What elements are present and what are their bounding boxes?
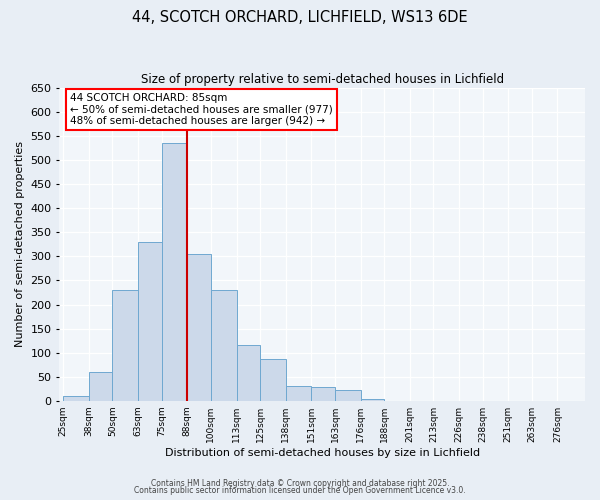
Bar (89, 372, 112, 400)
Bar (112, 290, 138, 401)
Bar (138, 242, 161, 400)
Bar (211, 290, 236, 401)
Bar (161, 144, 187, 400)
Bar (63, 396, 89, 400)
Bar (236, 346, 260, 401)
Bar (187, 254, 211, 400)
Text: 44 SCOTCH ORCHARD: 85sqm
← 50% of semi-detached houses are smaller (977)
48% of : 44 SCOTCH ORCHARD: 85sqm ← 50% of semi-d… (70, 92, 332, 126)
X-axis label: Distribution of semi-detached houses by size in Lichfield: Distribution of semi-detached houses by … (164, 448, 480, 458)
Title: Size of property relative to semi-detached houses in Lichfield: Size of property relative to semi-detach… (140, 72, 504, 86)
Bar (260, 359, 286, 401)
Text: Contains HM Land Registry data © Crown copyright and database right 2025.: Contains HM Land Registry data © Crown c… (151, 478, 449, 488)
Text: 44, SCOTCH ORCHARD, LICHFIELD, WS13 6DE: 44, SCOTCH ORCHARD, LICHFIELD, WS13 6DE (132, 10, 468, 25)
Bar (286, 386, 311, 400)
Y-axis label: Number of semi-detached properties: Number of semi-detached properties (15, 142, 25, 348)
Bar (311, 387, 335, 400)
Text: Contains public sector information licensed under the Open Government Licence v3: Contains public sector information licen… (134, 486, 466, 495)
Bar (335, 390, 361, 400)
